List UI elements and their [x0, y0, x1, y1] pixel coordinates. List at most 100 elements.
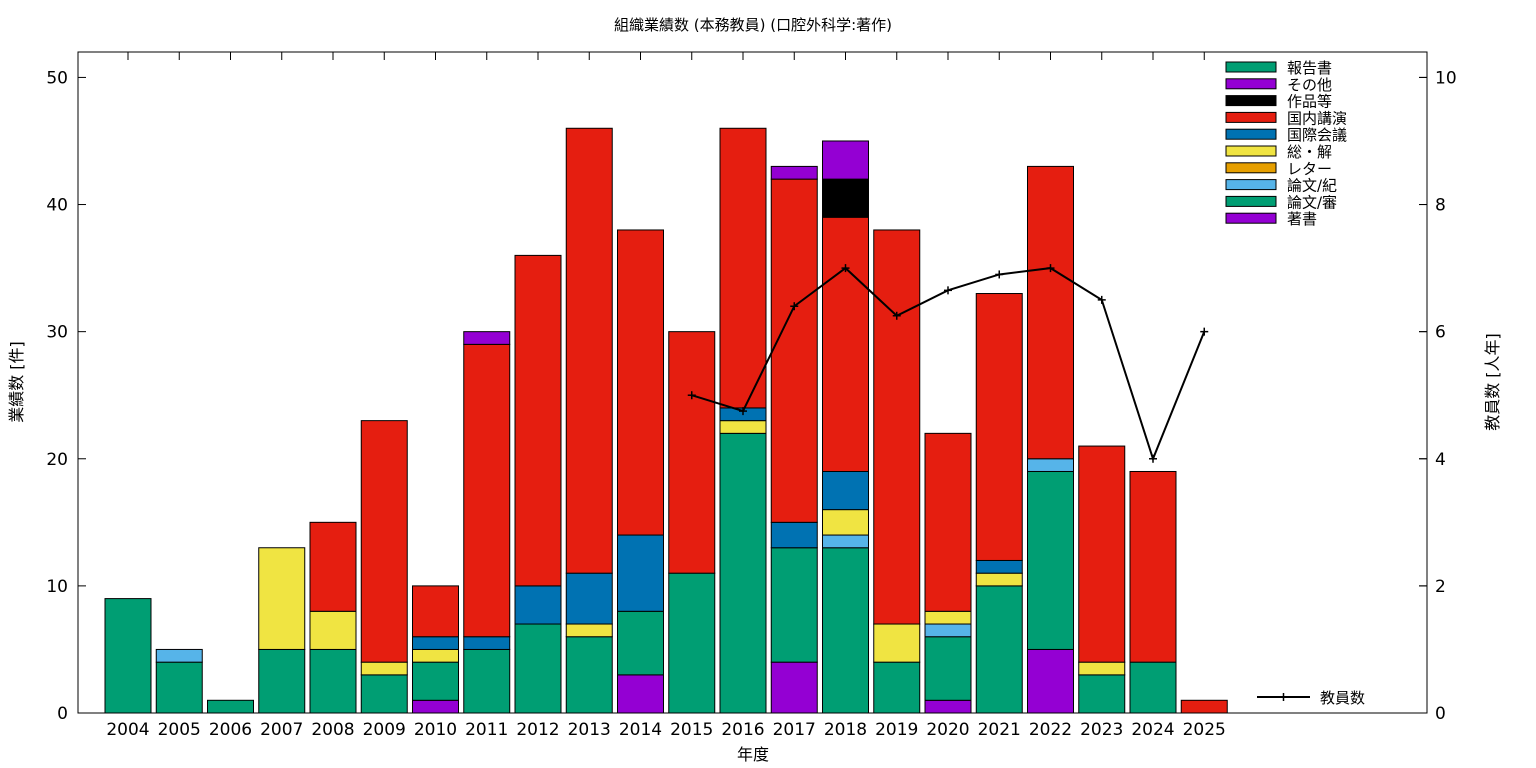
y-tick-label: 10	[46, 577, 68, 597]
bar-segment	[617, 674, 664, 714]
bar-segment	[822, 470, 869, 511]
bar-segment	[1078, 674, 1126, 714]
bar-segment	[668, 572, 716, 714]
bar-segment	[1027, 470, 1074, 650]
bar-segment	[309, 648, 357, 714]
x-tick-label: 2019	[875, 720, 918, 740]
bar-segment	[770, 547, 818, 663]
legend-label: 論文/紀	[1287, 177, 1337, 195]
x-tick-label: 2021	[978, 720, 1021, 740]
bar-segment	[514, 623, 562, 714]
bar-segment	[770, 661, 818, 714]
legend-label: 論文/審	[1287, 193, 1337, 211]
bar-segment	[975, 293, 1023, 561]
bar-segment	[258, 547, 306, 650]
bar-segment	[924, 636, 972, 701]
x-tick-label: 2020	[926, 720, 969, 740]
y2-tick-label: 8	[1435, 196, 1446, 216]
bar-segment	[155, 648, 203, 663]
bar-segment	[924, 699, 972, 714]
legend-swatch	[1225, 212, 1277, 224]
bar-segment	[207, 699, 254, 714]
x-tick-label: 2014	[619, 720, 662, 740]
x-tick-label: 2008	[311, 720, 354, 740]
y2-tick-label: 6	[1435, 323, 1446, 343]
legend-label: 国内講演	[1287, 109, 1347, 127]
bar-segment	[719, 127, 767, 409]
bar-segment	[565, 127, 613, 574]
bar-segment	[719, 420, 767, 434]
legend-swatch	[1225, 195, 1277, 207]
x-tick-label: 2005	[158, 720, 201, 740]
bar-segment	[258, 648, 306, 714]
legend-label: 報告書	[1287, 59, 1332, 77]
x-tick-label: 2017	[773, 720, 816, 740]
bar-segment	[412, 648, 459, 663]
bar-segment	[617, 229, 664, 536]
bar-segment	[822, 547, 869, 714]
bar-segment	[309, 610, 357, 650]
bar-segment	[975, 559, 1023, 574]
bar-segment	[975, 585, 1023, 714]
bar-segment	[1129, 470, 1177, 663]
bar-segment	[1027, 648, 1074, 714]
legend-swatch	[1225, 61, 1277, 73]
bar-segment	[412, 699, 459, 714]
bar-segment	[1078, 445, 1126, 663]
bar-segment	[617, 534, 664, 612]
legend-swatch	[1225, 111, 1277, 123]
legend-line-label: 教員数	[1320, 689, 1365, 707]
bar-segment	[309, 521, 357, 612]
legend-swatch	[1225, 145, 1277, 157]
bar-segment	[565, 623, 613, 638]
legend-label: 作品等	[1287, 93, 1332, 111]
bar-segment	[360, 420, 408, 663]
bar-segment	[1078, 661, 1126, 676]
y2-axis-label: 教員数 [人年]	[1483, 333, 1502, 431]
bar-segment	[822, 178, 869, 218]
y-tick-label: 50	[46, 68, 68, 88]
y2-tick-label: 4	[1435, 450, 1446, 470]
y2-tick-label: 2	[1435, 577, 1446, 597]
bar-segment	[1180, 699, 1228, 714]
tick-labels: 0 10 20 30 40 50 0 2 4 6 8 10 2004 2005 2006 2007 2008 20…	[46, 68, 1456, 740]
bar-segment	[463, 343, 511, 638]
x-tick-label: 2010	[414, 720, 457, 740]
y-tick-label: 30	[46, 323, 68, 343]
bar-segment	[770, 521, 818, 549]
bar-segment	[873, 229, 921, 625]
x-tick-label: 2006	[209, 720, 252, 740]
bar-segment	[463, 648, 511, 714]
x-tick-label: 2012	[516, 720, 559, 740]
bar-segment	[924, 432, 972, 612]
bar-segment	[463, 331, 511, 345]
legend-label: 著書	[1287, 210, 1317, 228]
x-tick-label: 2024	[1131, 720, 1174, 740]
legend-swatch	[1225, 128, 1277, 140]
bar-segment	[412, 636, 459, 650]
legend-label: その他	[1287, 76, 1332, 94]
x-tick-label: 2011	[465, 720, 508, 740]
x-tick-label: 2009	[363, 720, 406, 740]
legend-swatch	[1225, 95, 1277, 107]
bar-segment	[463, 636, 511, 650]
x-tick-label: 2013	[568, 720, 611, 740]
y2-tick-label: 10	[1435, 68, 1457, 88]
y-tick-label: 20	[46, 450, 68, 470]
legend-swatch	[1225, 78, 1277, 90]
legend-swatch	[1225, 162, 1277, 174]
bar-segment	[924, 610, 972, 625]
chart-title: 組織業績数 (本務教員) (口腔外科学:著作)	[614, 16, 892, 34]
y-tick-label: 0	[57, 704, 68, 724]
bar-segment	[822, 534, 869, 549]
bar-segment	[822, 509, 869, 536]
legend-label: 総・解	[1287, 143, 1332, 161]
x-tick-label: 2007	[260, 720, 303, 740]
bar-segment	[924, 623, 972, 638]
x-tick-label: 2022	[1029, 720, 1072, 740]
bar-segment	[360, 674, 408, 714]
x-tick-label: 2023	[1080, 720, 1123, 740]
legend-label: レター	[1287, 160, 1332, 178]
bar-segment	[770, 178, 818, 523]
bar-segment	[1027, 165, 1074, 460]
